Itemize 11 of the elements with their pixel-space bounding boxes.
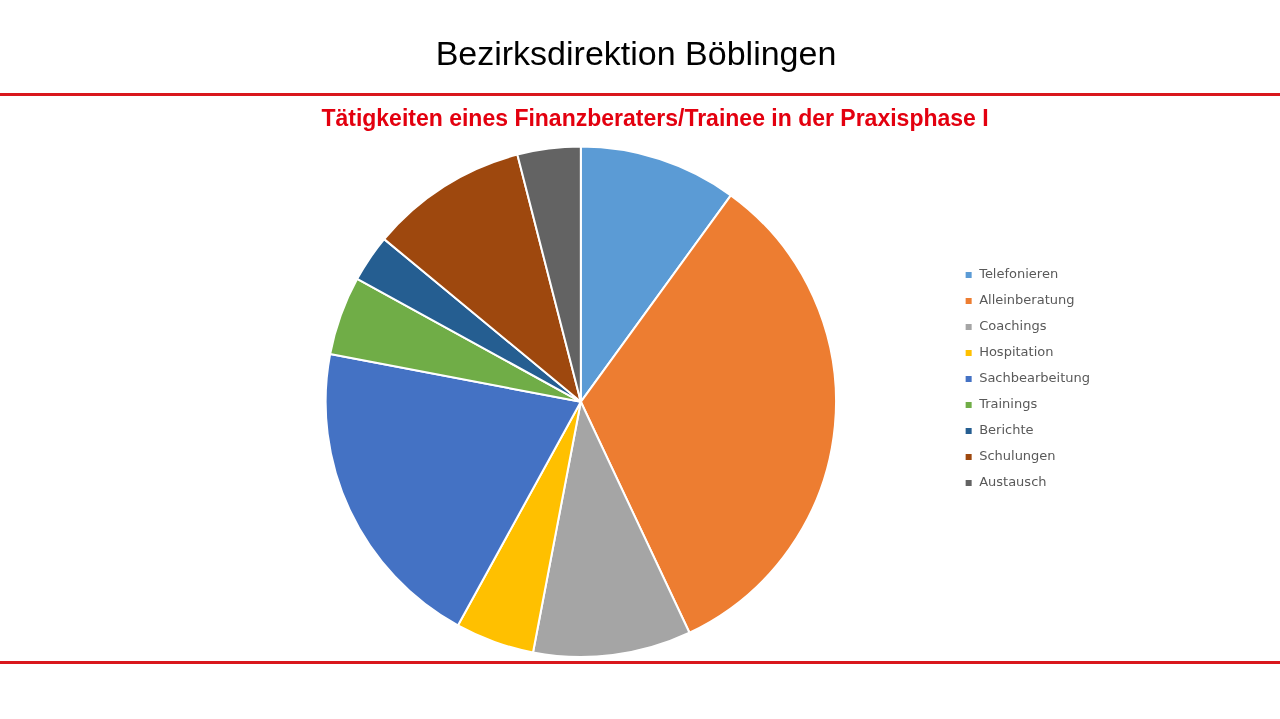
legend-label: Austausch — [979, 474, 1047, 490]
legend-label: Trainings — [978, 396, 1038, 412]
legend-label: Berichte — [979, 422, 1034, 438]
legend-label: Coachings — [979, 318, 1047, 334]
chart-subtitle: Tätigkeiten eines Finanzberaters/Trainee in der Praxisphase I — [321, 105, 989, 132]
legend-label: Hospitation — [979, 344, 1054, 360]
legend-label: Schulungen — [979, 448, 1056, 464]
legend-label: Sachbearbeitung — [979, 370, 1090, 386]
legend-label: Alleinberatung — [979, 292, 1075, 308]
legend-label: Telefonieren — [978, 266, 1059, 282]
chart-title: Bezirksdirektion Böblingen — [434, 34, 838, 73]
